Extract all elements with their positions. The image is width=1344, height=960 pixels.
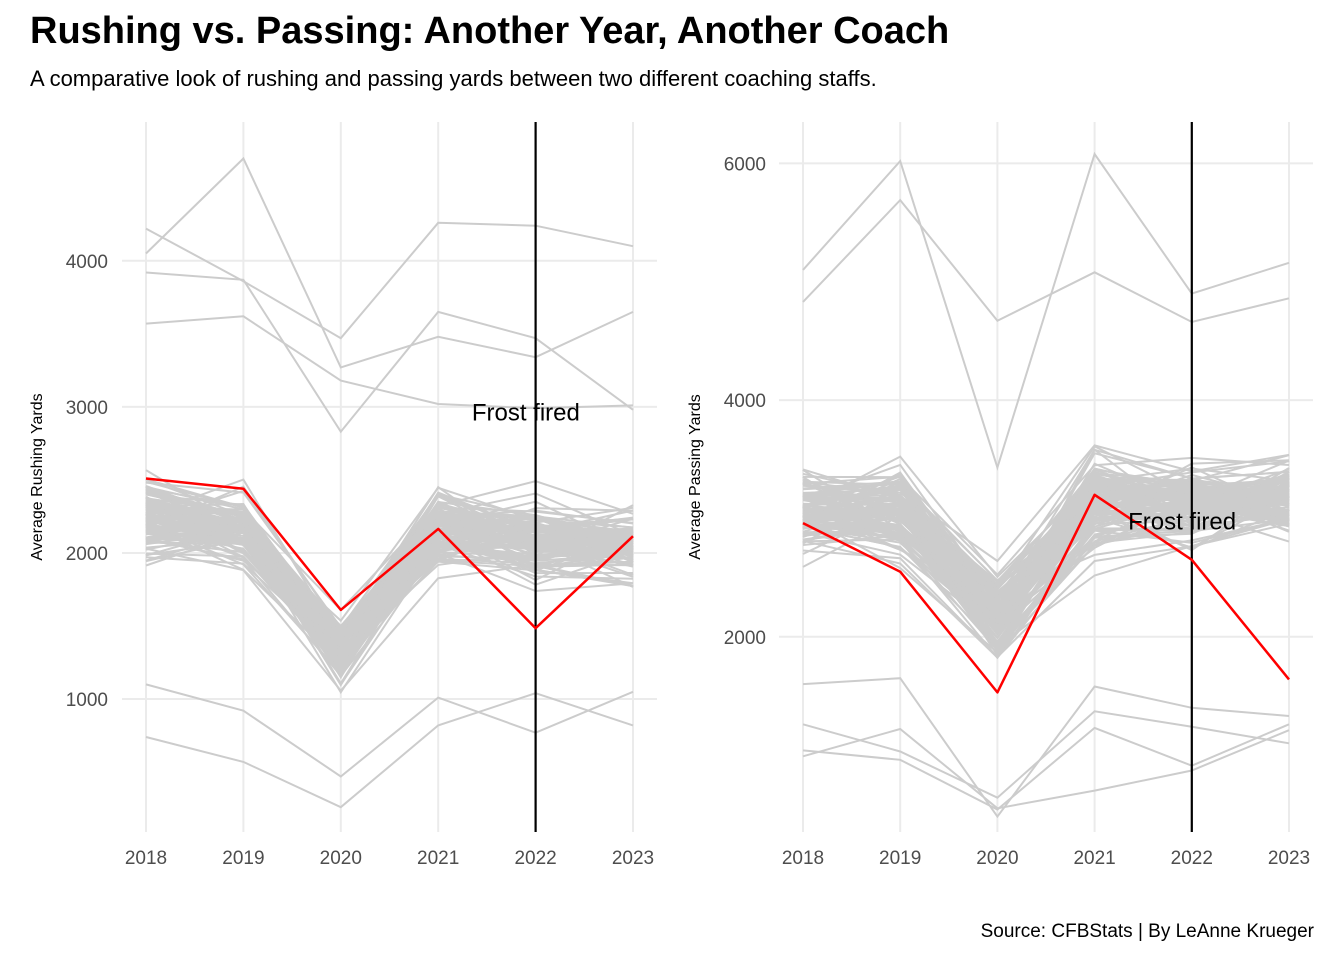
background-series-line: [145, 525, 634, 642]
background-series-line: [145, 546, 634, 655]
background-series-line: [145, 504, 634, 639]
background-series: [802, 151, 1290, 819]
x-tick-label: 2023: [612, 848, 654, 869]
chart-subtitle: A comparative look of rushing and passin…: [30, 66, 877, 91]
background-series-line: [145, 692, 634, 809]
y-tick-label: 1000: [66, 690, 108, 711]
background-series-line: [145, 530, 634, 664]
y-axis-title: Average Rushing Yards: [29, 393, 46, 560]
background-series-line: [802, 151, 1290, 471]
y-tick-label: 3000: [66, 398, 108, 419]
background-series-line: [802, 472, 1290, 586]
background-series: [145, 156, 634, 809]
background-series-line: [145, 480, 634, 612]
x-tick-label: 2019: [222, 848, 264, 869]
background-series-line: [802, 503, 1290, 658]
background-series-line: [802, 468, 1290, 625]
background-series-line: [802, 478, 1290, 628]
event-annotation: Frost fired: [1128, 508, 1236, 535]
x-tick-label: 2019: [879, 848, 921, 869]
y-tick-label: 6000: [724, 154, 766, 175]
y-tick-label: 4000: [66, 252, 108, 273]
background-series-line: [145, 683, 634, 778]
x-tick-label: 2021: [1073, 848, 1115, 869]
background-series-line: [802, 444, 1290, 563]
event-annotation: Frost fired: [472, 400, 580, 427]
x-tick-label: 2020: [320, 848, 362, 869]
y-tick-label: 2000: [724, 628, 766, 649]
background-series-line: [802, 727, 1290, 810]
background-series-line: [802, 487, 1290, 591]
x-tick-label: 2018: [125, 848, 167, 869]
background-series-line: [802, 494, 1290, 654]
x-tick-label: 2023: [1268, 848, 1310, 869]
background-series-line: [145, 547, 634, 693]
y-tick-label: 2000: [66, 544, 108, 565]
y-axis-title: Average Passing Yards: [687, 394, 704, 559]
background-series-line: [145, 502, 633, 660]
background-series-line: [802, 472, 1290, 617]
highlight-series-line: [145, 477, 634, 630]
x-tick-label: 2018: [782, 848, 824, 869]
chart-caption: Source: CFBStats | By LeAnne Krueger: [980, 921, 1314, 942]
background-series-line: [145, 271, 634, 434]
background-series-line: [802, 474, 1290, 631]
background-series-line: [145, 507, 634, 644]
background-series-line: [802, 456, 1290, 577]
background-series-line: [145, 478, 634, 630]
background-series-line: [145, 504, 634, 641]
background-series-line: [802, 473, 1290, 628]
background-series-line: [145, 221, 634, 340]
background-series-line: [802, 198, 1290, 324]
y-tick-label: 4000: [724, 391, 766, 412]
x-tick-label: 2022: [1171, 848, 1213, 869]
highlight-series-line: [802, 493, 1290, 694]
x-tick-label: 2021: [417, 848, 459, 869]
background-series-line: [802, 723, 1290, 811]
background-series-line: [802, 677, 1290, 819]
chart-title: Rushing vs. Passing: Another Year, Anoth…: [30, 10, 950, 52]
background-series-line: [145, 315, 634, 410]
x-tick-label: 2022: [514, 848, 556, 869]
background-series-line: [802, 503, 1290, 610]
background-series-line: [802, 710, 1290, 799]
x-tick-label: 2020: [976, 848, 1018, 869]
